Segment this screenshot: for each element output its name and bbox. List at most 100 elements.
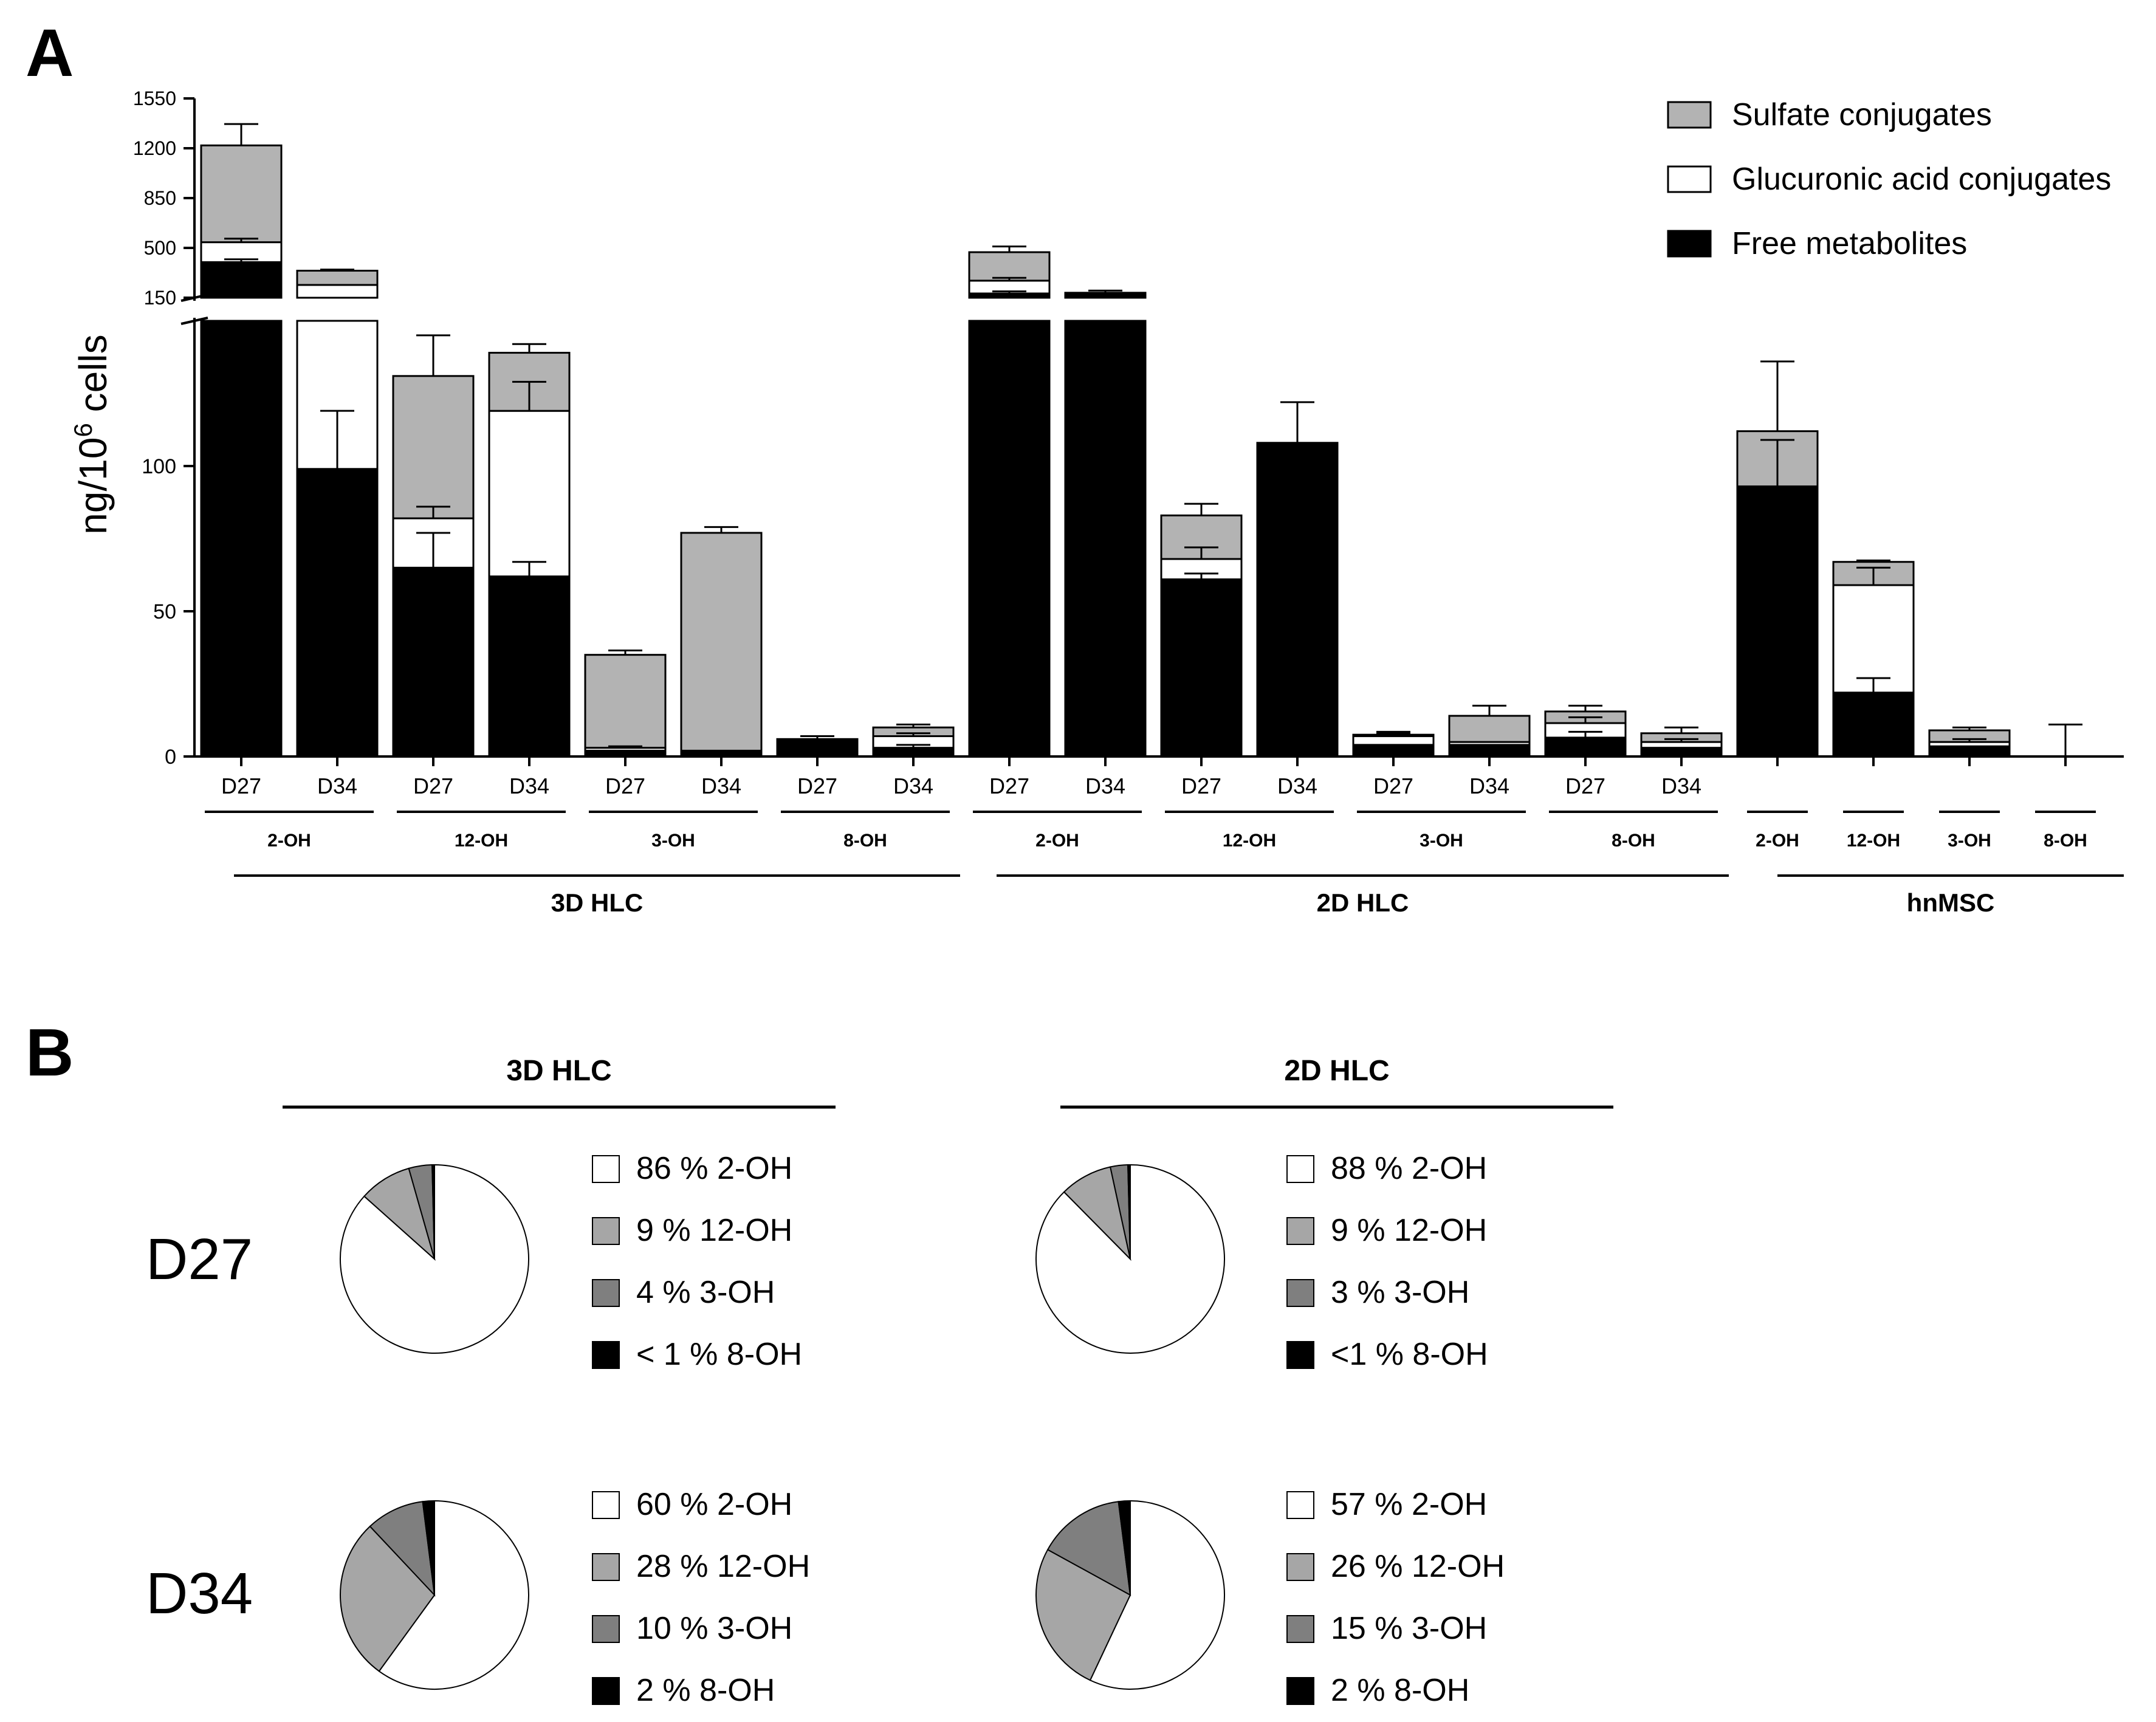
pie-legend-swatch <box>1286 1553 1314 1581</box>
metabolite-group-label: 12-OH <box>455 831 508 851</box>
cell-group-label: hnMSC <box>1907 888 1995 917</box>
metabolite-group-label: 8-OH <box>2044 831 2087 851</box>
metabolite-group-label: 3-OH <box>1420 831 1463 851</box>
bar-glucuronic-segment <box>1352 735 1435 746</box>
bar-free-segment <box>1832 691 1915 758</box>
bar-glucuronic-segment <box>488 410 571 578</box>
x-tick-label: D34 <box>1469 774 1509 798</box>
pie-legend-label: 2 % 8-OH <box>636 1673 775 1708</box>
x-tick-label: D34 <box>509 774 549 798</box>
bar-sulfate-segment <box>392 375 475 520</box>
pie-slice-2-oh <box>1089 1500 1225 1690</box>
pie-legend-swatch <box>592 1155 620 1183</box>
bar-free-segment <box>1736 485 1819 758</box>
pie-row-label: D27 <box>146 1227 253 1292</box>
pie-legend-swatch <box>592 1491 620 1519</box>
bar-sulfate-segment <box>200 144 283 244</box>
metabolite-group-label: 2-OH <box>1035 831 1079 851</box>
metabolite-group-label: 8-OH <box>843 831 887 851</box>
panel-a-label: A <box>26 16 74 91</box>
x-tick-label: D27 <box>797 774 837 798</box>
y-axis-label-suffix: cells <box>71 334 115 423</box>
pie-legend-swatch <box>592 1553 620 1581</box>
pie-legend-label: 60 % 2-OH <box>636 1487 792 1522</box>
bar-sulfate-segment <box>584 654 667 749</box>
pie-legend-label: 86 % 2-OH <box>636 1151 792 1186</box>
pie-legend-label: <1 % 8-OH <box>1331 1337 1488 1372</box>
pie-column-header: 2D HLC <box>1284 1055 1389 1087</box>
x-tick-label: D27 <box>1181 774 1221 798</box>
pie-legend-swatch <box>1286 1491 1314 1519</box>
pie-slice-2-oh <box>378 1500 529 1690</box>
bar-free-segment <box>1064 292 1147 299</box>
y-tick-label: 50 <box>153 600 176 623</box>
pie-legend-swatch <box>1286 1279 1314 1307</box>
pie-legend-label: 26 % 12-OH <box>1331 1549 1505 1584</box>
bar-glucuronic-segment <box>1160 558 1243 580</box>
bar-free-segment <box>1448 744 1531 758</box>
pie-legend-swatch <box>592 1341 620 1369</box>
bar-glucuronic-segment <box>1832 584 1915 694</box>
pie-column-header: 3D HLC <box>506 1055 611 1087</box>
bar-free-segment <box>392 566 475 758</box>
pie-slice-3-oh <box>1046 1501 1131 1596</box>
x-tick-label: D34 <box>893 774 933 798</box>
bar-free-segment <box>1256 442 1339 758</box>
bar-free-segment <box>296 468 379 758</box>
bar-sulfate-segment <box>296 269 379 286</box>
y-axis-label: ng/106 cells <box>69 334 115 534</box>
bar-free-segment <box>1064 320 1147 758</box>
pie-legend-swatch <box>592 1677 620 1705</box>
y-tick-label: 1200 <box>133 137 176 159</box>
y-tick-label: 500 <box>144 237 176 259</box>
y-tick-label: 1550 <box>133 87 176 109</box>
cell-group-label: 3D HLC <box>551 888 644 917</box>
bar-free-segment <box>488 575 571 758</box>
bar-free-segment <box>200 261 283 299</box>
legend-label: Free metabolites <box>1732 226 1967 261</box>
x-tick-label: D27 <box>1373 774 1413 798</box>
bar-glucuronic-segment <box>296 284 379 299</box>
pie-legend-swatch <box>592 1279 620 1307</box>
pie-legend-label: 2 % 8-OH <box>1331 1673 1469 1708</box>
pie-legend-label: < 1 % 8-OH <box>636 1337 802 1372</box>
x-tick-label: D27 <box>221 774 261 798</box>
pie-legend-label: 15 % 3-OH <box>1331 1611 1487 1646</box>
x-tick-label: D27 <box>413 774 453 798</box>
legend-swatch <box>1667 101 1712 129</box>
bar-free-segment <box>776 738 859 758</box>
pie-legend-label: 3 % 3-OH <box>1331 1275 1469 1310</box>
bar-free-segment <box>1352 744 1435 758</box>
bar-free-segment <box>1928 745 2011 758</box>
pie-slice-8-oh <box>431 1164 435 1260</box>
y-tick-label: 850 <box>144 187 176 209</box>
bar-free-segment <box>872 747 955 758</box>
pie-legend-label: 10 % 3-OH <box>636 1611 792 1646</box>
bar-free-segment <box>200 320 283 758</box>
metabolite-group-label: 3-OH <box>651 831 695 851</box>
x-tick-label: D34 <box>1085 774 1125 798</box>
pie-legend-swatch <box>1286 1217 1314 1245</box>
pie-legend-label: 9 % 12-OH <box>636 1213 792 1248</box>
metabolite-group-label: 2-OH <box>267 831 311 851</box>
pie-legend-label: 88 % 2-OH <box>1331 1151 1487 1186</box>
legend-label: Glucuronic acid conjugates <box>1732 162 2111 197</box>
pie-row-label: D34 <box>146 1561 253 1626</box>
pie-legend-swatch <box>1286 1155 1314 1183</box>
pie-legend-swatch <box>592 1217 620 1245</box>
metabolite-group-label: 8-OH <box>1612 831 1655 851</box>
x-tick-label: D34 <box>1661 774 1701 798</box>
metabolite-group-label: 12-OH <box>1223 831 1276 851</box>
bar-sulfate-segment <box>680 532 763 752</box>
legend-label: Sulfate conjugates <box>1732 97 1992 132</box>
bar-sulfate-segment <box>968 251 1051 282</box>
pie-slice-12-oh <box>340 1525 436 1672</box>
x-tick-label: D27 <box>989 774 1029 798</box>
pie-slice-8-oh <box>422 1500 435 1596</box>
pie-charts: 3D HLC 2D HLC D27 D34 86 % 2-OH 9 % 12-OH 4 % … <box>146 1055 1613 1708</box>
bar-free-segment <box>1544 736 1627 758</box>
y-axis-label-base: ng/10 <box>71 437 115 535</box>
pie-legend-swatch <box>592 1615 620 1643</box>
pie-slice-8-oh <box>1117 1500 1131 1596</box>
pie-legend-swatch <box>1286 1677 1314 1705</box>
